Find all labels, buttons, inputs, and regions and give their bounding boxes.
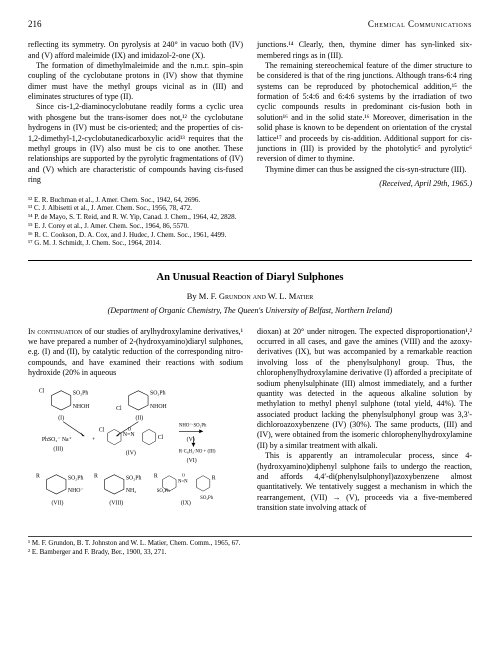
svg-text:Cl: Cl xyxy=(99,427,105,433)
upper-p4: junctions.¹⁴ Clearly, then, thymine dime… xyxy=(257,40,472,61)
svg-text:N=N: N=N xyxy=(178,479,188,484)
ref-13: ¹³ C. J. Albisetti et al., J. Amer. Chem… xyxy=(28,204,472,213)
page-header: 216 Chemical Communications xyxy=(28,18,472,30)
authors-prefix: By xyxy=(187,291,197,301)
ref-17: ¹⁷ G. M. J. Schmidt, J. Chem. Soc., 1964… xyxy=(28,239,472,248)
svg-text:NHO⁻: NHO⁻ xyxy=(68,488,84,494)
lower-p2: dioxan) at 20° under nitrogen. The expec… xyxy=(257,327,472,452)
ref-15: ¹⁵ E. J. Corey et al., J. Amer. Chem. So… xyxy=(28,222,472,231)
footnote-2: ² E. Bamberger and F. Brady, Ber., 1900,… xyxy=(28,548,472,557)
lead-words: In continuation xyxy=(28,327,82,336)
svg-text:SO₂Ph: SO₂Ph xyxy=(200,495,214,500)
structure-III-label: PhSO₂⁻ Na⁺ xyxy=(42,435,72,442)
structure-IV: Cl N=N O Cl (IV) xyxy=(99,427,164,456)
structure-IX: R SO₂Ph N=N O SO₂Ph R (IX) xyxy=(154,472,216,506)
svg-text:R: R xyxy=(154,473,158,479)
article-title: An Unusual Reaction of Diaryl Sulphones xyxy=(28,271,472,285)
svg-text:R: R xyxy=(212,475,216,481)
svg-text:O: O xyxy=(128,427,132,432)
authors-names: M. F. Grundon and W. L. Matier xyxy=(199,291,314,301)
lower-p3: This is apparently an intramolecular pro… xyxy=(257,451,472,513)
authors-line: By M. F. Grundon and W. L. Matier xyxy=(28,291,472,302)
svg-text:Cl: Cl xyxy=(116,406,122,412)
page-number: 216 xyxy=(28,18,42,30)
svg-text:O: O xyxy=(182,472,185,477)
affiliation: (Department of Organic Chemistry, The Qu… xyxy=(28,306,472,317)
structure-I: Cl SO₂Ph NHOH (I) xyxy=(39,388,89,421)
svg-text:(VII): (VII) xyxy=(52,499,64,506)
svg-text:(IX): (IX) xyxy=(181,499,191,506)
svg-text:Cl: Cl xyxy=(39,388,45,394)
received-date: (Received, April 29th, 1965.) xyxy=(257,179,472,189)
upper-p2: The formation of dimethylmaleimide and t… xyxy=(28,61,243,103)
structure-II: Cl SO₂Ph NHOH (II) xyxy=(116,390,166,421)
ref-16: ¹⁶ R. C. Cookson, D. A. Cox, and J. Hude… xyxy=(28,231,472,240)
svg-text:SO₂Ph: SO₂Ph xyxy=(150,390,166,396)
svg-text:R: R xyxy=(94,473,98,479)
svg-text:(IV): (IV) xyxy=(126,449,136,456)
svg-text:(I): (I) xyxy=(58,414,64,421)
footnote-1: ¹ M. F. Grundon, B. T. Johnston and W. L… xyxy=(28,539,472,548)
svg-text:NHO⁻·SO₂Ph: NHO⁻·SO₂Ph xyxy=(179,423,207,428)
svg-text:(III): (III) xyxy=(53,445,63,452)
lower-footnotes: ¹ M. F. Grundon, B. T. Johnston and W. L… xyxy=(28,536,472,557)
svg-text:SO₂Ph: SO₂Ph xyxy=(157,489,171,494)
ref-12: ¹² E. R. Buchman et al., J. Amer. Chem. … xyxy=(28,196,472,205)
upper-references: ¹² E. R. Buchman et al., J. Amer. Chem. … xyxy=(28,196,472,249)
svg-text:NHOH: NHOH xyxy=(73,404,90,410)
svg-text:(VIII): (VIII) xyxy=(109,499,123,506)
svg-text:R: R xyxy=(36,473,40,479)
upper-article-body: reflecting its symmetry. On pyrolysis at… xyxy=(28,40,472,189)
structure-V-VI: NHO⁻·SO₂Ph (V) R·C₆H₃·NO + (III) (VI) xyxy=(179,423,216,464)
upper-p3: Since cis-1,2-diaminocyclobutane readily… xyxy=(28,102,243,185)
reaction-scheme-diagram: Cl SO₂Ph NHOH (I) Cl SO₂Ph NHOH (II) PhS… xyxy=(28,383,243,523)
svg-text:SO₂Ph: SO₂Ph xyxy=(126,475,142,481)
journal-name: Chemical Communications xyxy=(368,18,472,30)
svg-text:(II): (II) xyxy=(136,414,144,421)
upper-p6: Thymine dimer can thus be assigned the c… xyxy=(257,165,472,175)
svg-text:(VI): (VI) xyxy=(187,457,197,464)
svg-text:NHOH: NHOH xyxy=(150,404,167,410)
svg-text:R·C₆H₃·NO + (III): R·C₆H₃·NO + (III) xyxy=(179,449,216,454)
lower-article-body: In continuation of our studies of arylhy… xyxy=(28,327,472,530)
structure-VIII: R SO₂Ph NH₂ (VIII) xyxy=(94,473,141,506)
structure-VII: R SO₂Ph NHO⁻ (VII) xyxy=(36,473,83,506)
article-divider xyxy=(28,260,472,261)
svg-text:NH₂: NH₂ xyxy=(126,488,136,494)
svg-text:N=N: N=N xyxy=(123,432,135,438)
svg-text:SO₂Ph: SO₂Ph xyxy=(68,475,84,481)
svg-text:+: + xyxy=(92,436,95,442)
svg-text:SO₂Ph: SO₂Ph xyxy=(73,390,89,396)
lower-p1: In continuation of our studies of arylhy… xyxy=(28,327,243,379)
upper-p1: reflecting its symmetry. On pyrolysis at… xyxy=(28,40,243,61)
svg-text:Cl: Cl xyxy=(158,435,164,441)
ref-14: ¹⁴ P. de Mayo, S. T. Reid, and R. W. Yip… xyxy=(28,213,472,222)
upper-p5: The remaining stereochemical feature of … xyxy=(257,61,472,165)
